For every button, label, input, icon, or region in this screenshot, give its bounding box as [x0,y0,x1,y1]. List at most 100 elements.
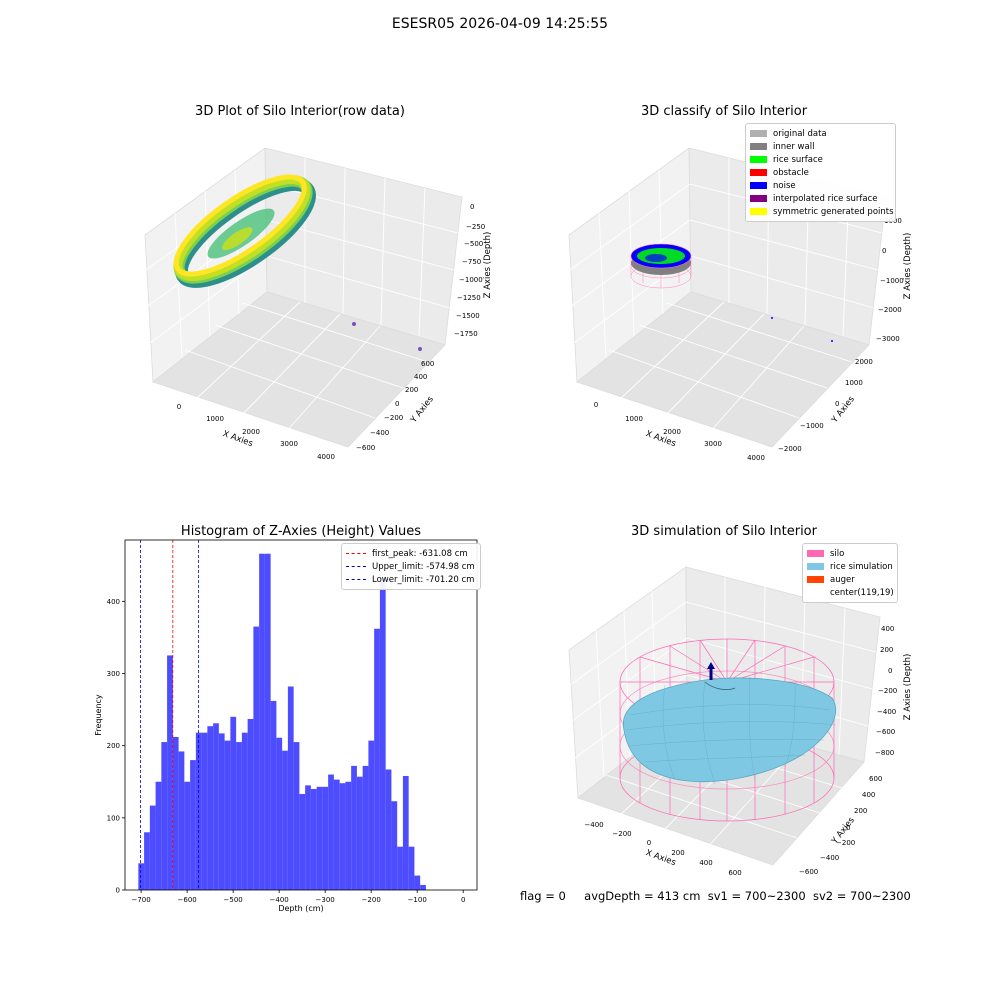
histogram-bar [213,723,219,890]
plot2-ztick: 0 [882,247,886,255]
histogram-bar [241,732,248,890]
histogram-xtick-label: −400 [270,896,289,904]
plot1-ytick: −200 [384,414,403,422]
legend-item-original-data: original data [750,127,891,140]
legend-swatch [750,156,767,163]
histogram-bar [339,783,346,890]
histogram-bar [178,751,185,890]
histogram-bar [345,781,352,890]
plot1-xtick: 3000 [280,440,298,448]
legend-dash [346,579,366,580]
histogram-bar [310,788,317,890]
legend-dash [346,566,366,567]
histogram-ytick-label: 100 [107,814,120,822]
plot4-xtick: 400 [699,859,712,867]
plot1-ztick: −1500 [456,312,480,320]
plot4-ytick: 200 [854,807,867,815]
plot4-simulation-3d[interactable]: −400 −200 0 200 400 600 −600 −400 −200 0… [500,500,1000,890]
plot2-title: 3D classify of Silo Interior [640,104,808,119]
avg-depth-value: avgDepth = 413 cm [584,889,701,903]
histogram-bar [236,742,242,890]
histogram-bar [379,578,386,890]
histogram-bar [201,732,208,890]
legend-item-interpolated: interpolated rice surface [750,192,891,205]
histogram-bar [356,776,363,890]
plot3-legend: first_peak: -631.08 cm Upper_limit: -574… [341,543,481,590]
plot2-classify-3d[interactable]: 0 1000 2000 3000 4000 −2000 −1000 0 1000… [500,0,1000,500]
histogram-bar [172,737,179,890]
histogram-bar [391,801,398,890]
legend-item-upper-limit: Upper_limit: -574.98 cm [346,560,476,573]
plot4-zlabel: Z Axies (Depth) [903,654,913,721]
plot3-histogram[interactable]: −700 −600 −500 −400 −300 −200 −100 0 0 100 200 300… [0,500,500,940]
histogram-bar [305,785,311,890]
plot2-ytick: −1000 [800,422,824,430]
legend-swatch [750,130,767,137]
histogram-bar [362,765,369,890]
histogram-bar [144,832,150,890]
histogram-bar [282,750,288,890]
histogram-bar [299,794,306,890]
plot2-xtick: 1000 [625,415,643,423]
histogram-bar [385,769,392,890]
plot2-xtick: 2000 [663,428,681,436]
histogram-ytick-label: 300 [107,670,120,678]
histogram-bar [322,786,329,890]
histogram-xtick-label: −500 [224,896,243,904]
plot2-zlabel: Z Axies (Depth) [903,233,913,300]
histogram-ytick-label: 400 [107,598,120,606]
histogram-bar [259,553,265,890]
plot2-ztick: −1000 [880,277,904,285]
plot4-xtick: 600 [728,869,741,877]
legend-item-inner-wall: inner wall [750,140,891,153]
plot2-ytick: −2000 [778,445,802,453]
histogram-bar [224,740,231,890]
histogram-bar [293,742,300,890]
histogram-xtick-label: −700 [131,896,150,904]
legend-swatch [750,143,767,150]
legend-item-auger: auger [807,573,893,586]
plot1-xtick: 1000 [206,415,224,423]
histogram-xtick-label: −200 [362,896,381,904]
plot2-ylabel: Y Axies [829,394,857,426]
plot4-ztick: −200 [878,687,897,695]
plot4-xtick: −200 [612,830,631,838]
histogram-bar [264,553,271,890]
plot4-ytick: −200 [836,839,855,847]
plot4-ztick: 200 [880,646,893,654]
plot4-ztick: 0 [888,667,892,675]
plot1-raw-data-3d[interactable]: 0 1000 2000 3000 4000 −600 −400 −200 0 2… [0,0,500,500]
legend-item-rice-surface: rice surface [750,153,891,166]
plot1-ztick: 0 [470,203,474,211]
plot1-ytick: 0 [395,400,399,408]
plot1-xtick: 4000 [317,453,335,461]
sv2-value: sv2 = 700~2300 [812,889,911,903]
plot1-ytick: 200 [405,386,418,394]
histogram-xtick-label: 0 [461,896,465,904]
plot1-title: 3D Plot of Silo Interior(row data) [195,104,405,119]
plot4-ytick: −400 [820,854,839,862]
legend-item-noise: noise [750,179,891,192]
legend-item-silo: silo [807,547,893,560]
flag-value: flag = 0 [520,889,566,903]
plot2-xtick: 4000 [747,454,765,462]
histogram-bar [287,686,294,890]
plot4-legend: silo rice simulation auger center(119,19… [802,543,898,603]
plot1-ztick: −1250 [457,294,481,302]
figure-title: ESESR05 2026-04-09 14:25:55 [391,16,609,32]
histogram-bar [149,805,156,890]
plot1-xtick: 2000 [242,428,260,436]
histogram-bar [270,700,277,890]
legend-dash [346,553,366,554]
histogram-bar [368,740,375,890]
histogram-bar [230,716,237,890]
histogram-bar [316,786,323,890]
histogram-bar [408,846,415,890]
legend-swatch [750,169,767,176]
plot4-title: 3D simulation of Silo Interior [631,524,817,539]
plot2-ztick: −2000 [878,306,902,314]
legend-item-symmetric: symmetric generated points [750,205,894,218]
plot1-ytick: −600 [356,444,375,452]
legend-swatch [807,589,824,596]
histogram-bar [374,628,380,890]
